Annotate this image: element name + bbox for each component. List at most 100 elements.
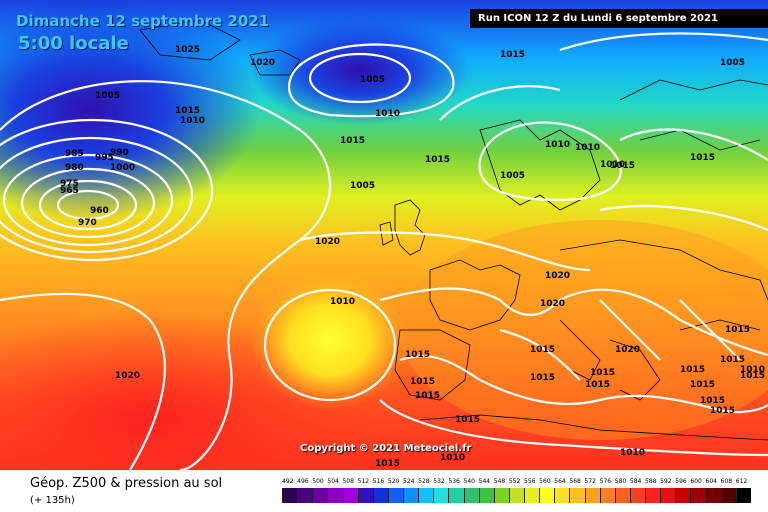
isobar-label: 1015 — [740, 371, 765, 381]
isobar-label: 1010 — [180, 116, 205, 126]
legend-color-swatch — [312, 488, 328, 503]
legend-color-swatch — [735, 488, 751, 503]
legend-tick-label: 584 — [629, 478, 642, 485]
isobar-label: 1000 — [110, 163, 135, 173]
isobar-label: 1015 — [530, 345, 555, 355]
isobar-label: 1020 — [250, 58, 275, 68]
isobar-label: 1005 — [95, 91, 120, 101]
isobars — [0, 32, 768, 470]
legend-tick-label: 600 — [690, 478, 702, 485]
legend-color-swatch — [660, 488, 676, 503]
legend-color-swatch — [357, 488, 373, 503]
isobar-label: 1010 — [375, 109, 400, 119]
legend-tick-label: 532 — [433, 478, 445, 485]
legend-color-swatch — [645, 488, 661, 503]
legend-color-swatch — [508, 488, 524, 503]
isobar-label: 975 — [60, 179, 79, 189]
legend-color-swatch — [629, 488, 645, 503]
isobar-label: 1015 — [710, 406, 735, 416]
legend-color-swatch — [463, 488, 479, 503]
isobar-label: 1015 — [410, 377, 435, 387]
legend-color-swatch — [569, 488, 585, 503]
isobar-label: 1015 — [690, 153, 715, 163]
legend-tick-label: 548 — [493, 478, 506, 485]
isobar-label: 1020 — [615, 345, 640, 355]
legend-color-swatch — [599, 488, 615, 503]
forecast-time: 5:00 locale — [18, 33, 129, 54]
model-run-info: Run ICON 12 Z du Lundi 6 septembre 2021 — [470, 9, 768, 28]
isobar-label: 1015 — [530, 373, 555, 383]
legend-tick-label: 572 — [584, 478, 596, 485]
isobar-label: 1015 — [720, 355, 745, 365]
isobar-label: 1010 — [600, 160, 625, 170]
isobar-label: 1010 — [545, 140, 570, 150]
isobar-label: 1025 — [175, 45, 200, 55]
legend-color-swatch — [372, 488, 388, 503]
isobar-label: 1005 — [720, 58, 745, 68]
isobar-label: 1020 — [115, 371, 140, 381]
legend-color-swatch — [493, 488, 509, 503]
legend-tick-label: 608 — [720, 478, 733, 485]
forecast-date: Dimanche 12 septembre 2021 — [16, 12, 270, 30]
legend-tick-label: 560 — [539, 478, 551, 485]
forecast-lead-time: (+ 135h) — [30, 495, 75, 506]
legend-tick-label: 512 — [357, 478, 370, 485]
isobar-label: 990 — [110, 148, 129, 158]
isobar-label: 1015 — [725, 325, 750, 335]
legend-color-swatch — [478, 488, 494, 503]
isobar-label: 1020 — [545, 271, 570, 281]
legend-tick-label: 568 — [569, 478, 581, 485]
legend-color-swatch — [524, 488, 540, 503]
legend-tick-label: 524 — [403, 478, 415, 485]
legend-color-swatch — [539, 488, 555, 503]
legend-tick-label: 564 — [554, 478, 566, 485]
legend-color-swatch — [675, 488, 691, 503]
isobar-label: 1020 — [540, 299, 565, 309]
legend-tick-labels: 492 496 500 504 508 512 516 520 524 528 532 536 540 5… — [282, 478, 751, 485]
isobar-label: 965 — [60, 186, 79, 196]
legend-tick-label: 520 — [387, 478, 400, 485]
isobar-label: 995 — [95, 153, 114, 163]
legend-tick-label: 604 — [705, 478, 717, 485]
legend-color-swatch — [327, 488, 343, 503]
isobar-label: 1010 — [620, 448, 645, 458]
isobar-label: 1015 — [690, 380, 715, 390]
isobar-label: 1015 — [375, 459, 400, 469]
isobar-label: 1015 — [585, 380, 610, 390]
legend-tick-label: 588 — [645, 478, 657, 485]
isobar-label: 1005 — [350, 181, 375, 191]
copyright-text: Copyright © 2021 Meteociel.fr — [300, 443, 472, 454]
color-legend — [282, 488, 751, 503]
legend-tick-label: 612 — [735, 478, 748, 485]
map-variable-title: Géop. Z500 & pression au sol — [30, 476, 223, 491]
legend-color-swatch — [614, 488, 630, 503]
isobar-label: 1010 — [575, 143, 600, 153]
isobar-label: 1015 — [700, 396, 725, 406]
legend-tick-label: 544 — [478, 478, 491, 485]
isobar-label: 1015 — [405, 350, 430, 360]
isobar-label: 1015 — [680, 365, 705, 375]
legend-color-swatch — [433, 488, 449, 503]
isobar-label: 960 — [90, 206, 109, 216]
isobar-label: 980 — [65, 163, 84, 173]
isobar-label: 1015 — [340, 136, 365, 146]
legend-tick-label: 496 — [297, 478, 309, 485]
high-pressure-core — [250, 270, 410, 410]
legend-color-swatch — [584, 488, 600, 503]
isobar-label: 1010 — [330, 297, 355, 307]
isobar-label: 1020 — [315, 237, 340, 247]
legend-tick-label: 516 — [372, 478, 385, 485]
legend-tick-label: 528 — [418, 478, 430, 485]
low-pressure-core-north — [250, 15, 470, 125]
isobar-label: 1015 — [590, 368, 615, 378]
low-pressure-core-west — [0, 0, 260, 220]
legend-tick-label: 592 — [660, 478, 672, 485]
isobar-label: 970 — [78, 218, 97, 228]
legend-color-swatch — [448, 488, 464, 503]
isobar-label: 1015 — [610, 161, 635, 171]
isobar-label: 1015 — [500, 50, 525, 60]
isobar-label: 1010 — [740, 365, 765, 375]
legend-tick-label: 500 — [312, 478, 324, 485]
